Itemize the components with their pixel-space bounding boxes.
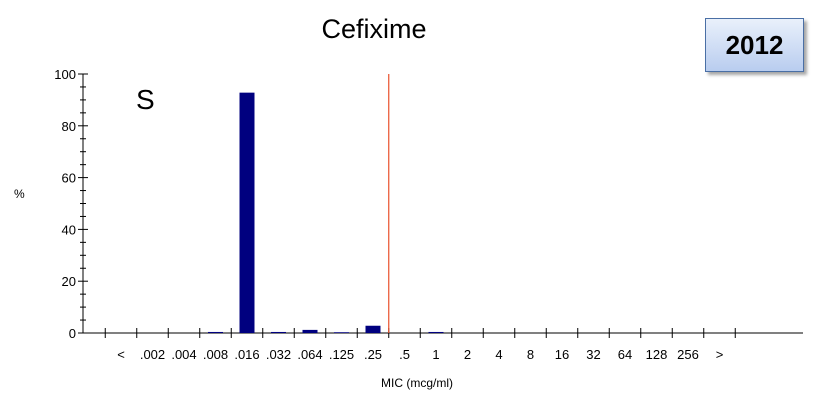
plot-area: 0 20 40 60 80 100 < .002 .004 .008 .016 .032 .064 .12… bbox=[54, 67, 803, 362]
x-tick-label: .125 bbox=[329, 347, 354, 362]
x-tick-label: 32 bbox=[586, 347, 600, 362]
x-tick-label: .25 bbox=[364, 347, 382, 362]
x-axis-label: MIC (mcg/ml) bbox=[381, 376, 453, 390]
x-tick-label: 128 bbox=[646, 347, 668, 362]
x-tick-label: 16 bbox=[555, 347, 569, 362]
y-tick-label: 60 bbox=[62, 171, 76, 186]
y-tick-label: 80 bbox=[62, 119, 76, 134]
bar bbox=[302, 329, 318, 333]
year-badge: 2012 bbox=[705, 18, 804, 72]
bar bbox=[271, 331, 286, 333]
x-tick-label: 1 bbox=[432, 347, 439, 362]
bar bbox=[365, 325, 381, 333]
chart-title: Cefixime bbox=[321, 14, 426, 44]
x-tick-label: .008 bbox=[203, 347, 228, 362]
x-tick-label: > bbox=[716, 347, 724, 362]
x-tick-label: < bbox=[117, 347, 125, 362]
y-tick-label: 0 bbox=[69, 326, 76, 341]
bar bbox=[208, 331, 223, 333]
susceptible-label: S bbox=[136, 84, 155, 115]
y-tick-label: 40 bbox=[62, 222, 76, 237]
x-tick-label: .5 bbox=[399, 347, 410, 362]
bar bbox=[428, 331, 444, 333]
x-tick-label: .064 bbox=[297, 347, 322, 362]
bar bbox=[239, 92, 255, 333]
y-tick-label: 20 bbox=[62, 274, 76, 289]
x-tick-label: .016 bbox=[234, 347, 259, 362]
x-tick-label: 2 bbox=[464, 347, 471, 362]
x-tick-label: .004 bbox=[171, 347, 196, 362]
bar bbox=[334, 332, 349, 333]
x-tick-label: 8 bbox=[527, 347, 534, 362]
x-tick-label: .032 bbox=[266, 347, 291, 362]
y-tick-label: 100 bbox=[54, 67, 76, 82]
y-axis-label: % bbox=[14, 187, 25, 201]
x-tick-label: 256 bbox=[677, 347, 699, 362]
x-tick-label: 64 bbox=[618, 347, 632, 362]
x-tick-label: .002 bbox=[140, 347, 165, 362]
x-tick-label: 4 bbox=[495, 347, 502, 362]
